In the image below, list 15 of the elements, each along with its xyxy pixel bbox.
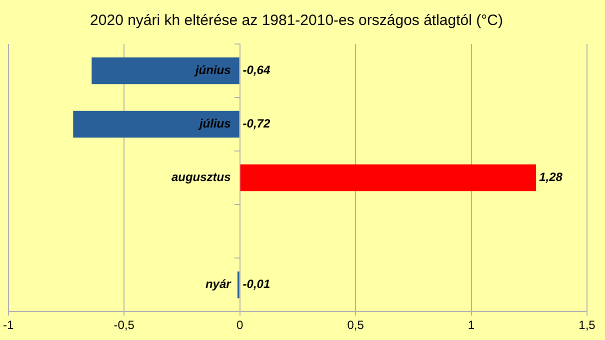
y-tick-label: nyár [205, 277, 232, 292]
x-tick-label: 0,5 [347, 318, 364, 332]
data-label: 1,28 [539, 170, 563, 184]
x-tick-label: -0,5 [114, 318, 135, 332]
data-label: -0,64 [242, 63, 270, 78]
data-label: -0,72 [242, 116, 270, 131]
x-tick-label: -1 [3, 318, 14, 332]
y-tick-label: július [197, 116, 232, 131]
x-tick-label: 1,5 [578, 318, 596, 332]
data-label: -0,01 [242, 277, 270, 292]
x-tick-label: 0 [236, 318, 244, 332]
y-tick-label: augusztus [171, 170, 232, 184]
y-tick-label: június [193, 63, 232, 78]
chart-title: 2020 nyári kh eltérése az 1981-2010-es országos átlagtól (°C) [90, 12, 503, 30]
x-tick-label: 1 [468, 318, 475, 332]
